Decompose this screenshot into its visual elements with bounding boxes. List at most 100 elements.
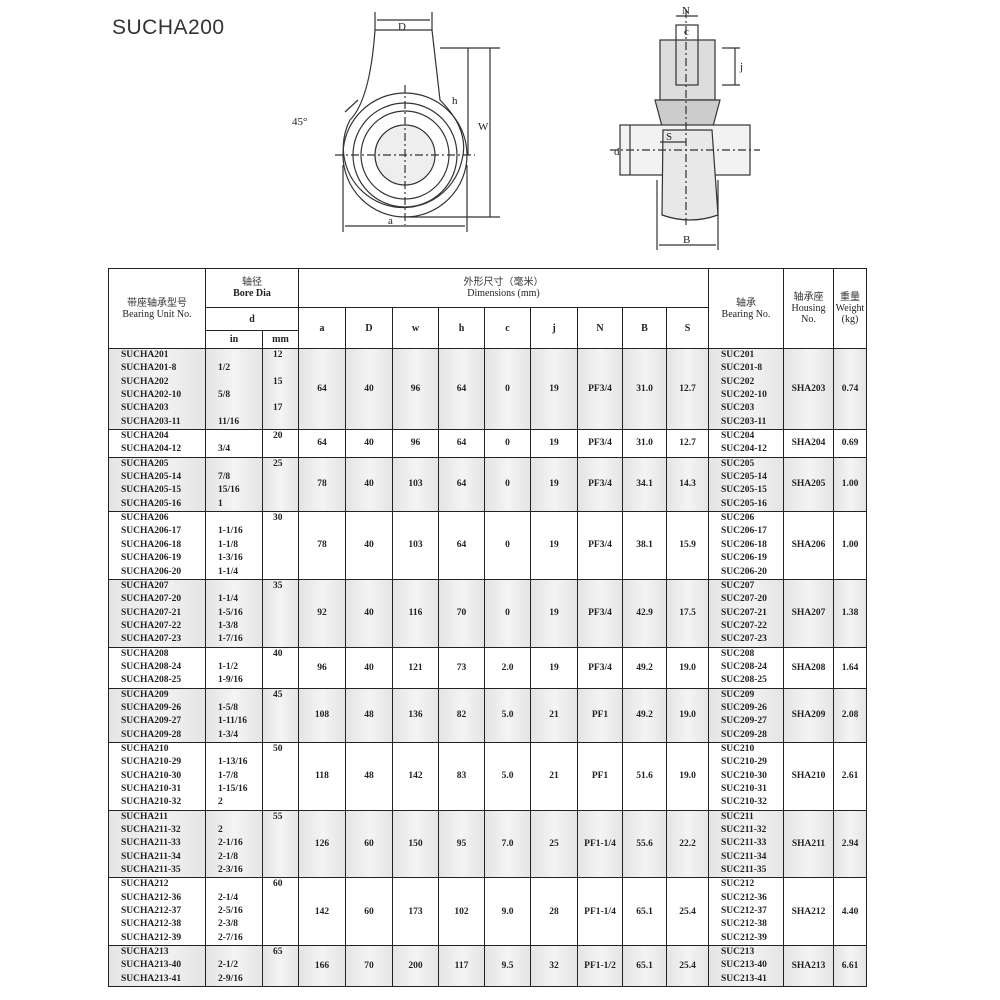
bearing-cell: SUC206 SUC206-17 SUC206-18 SUC206-19 SUC206-… — [708, 511, 784, 580]
dim-c: 0 — [484, 429, 531, 458]
label-a: a — [388, 215, 393, 227]
dim-h: 64 — [438, 347, 485, 431]
dim-c: 0 — [484, 347, 531, 431]
bearing-no: SUC205-14 — [721, 472, 767, 483]
bore-in: 2-1/16 — [218, 838, 243, 849]
dim-a: 78 — [298, 456, 346, 513]
unit-no: SUCHA201 — [121, 350, 169, 360]
bore-in — [218, 512, 262, 525]
bearing-no: SUC209-26 — [721, 702, 767, 713]
dim-S: 15.9 — [666, 511, 709, 580]
bore-in — [218, 743, 262, 756]
unit-no: SUCHA211 — [121, 811, 168, 822]
bearing-no: SUC211-32 — [721, 825, 767, 836]
dim-w: 96 — [392, 347, 439, 431]
bore-mm: 60 — [273, 879, 283, 890]
table-row: SUCHA209 SUCHA209-26 SUCHA209-27 SUCHA209-2… — [108, 687, 867, 743]
bore-in — [218, 349, 262, 362]
bore-in: 1-3/16 — [218, 553, 243, 564]
unit-no: SUCHA205 — [121, 458, 169, 469]
dim-a: 96 — [298, 646, 346, 689]
dim-a: 142 — [298, 877, 346, 947]
dim-S: 22.2 — [666, 809, 709, 879]
dim-c: 5.0 — [484, 687, 531, 743]
dim-N: PF3/4 — [577, 646, 623, 689]
bearing-no: SUC207 — [721, 580, 755, 591]
unit-no: SUCHA207-20 — [121, 594, 182, 605]
bearing-no: SUC213-41 — [721, 973, 767, 984]
dim-S: 17.5 — [666, 578, 709, 648]
dim-h: 117 — [438, 945, 485, 988]
unit-no: SUCHA205-16 — [121, 498, 182, 509]
unit-no: SUCHA206-20 — [121, 566, 182, 577]
header-dim-w: w — [392, 307, 439, 349]
bore-mm: 35 — [273, 580, 283, 591]
bore-mm — [273, 443, 298, 456]
bore-in — [218, 878, 262, 891]
bore-in — [218, 376, 262, 389]
bearing-no: SUC201-8 — [721, 363, 763, 374]
unit-no: SUCHA213-41 — [121, 973, 182, 984]
technical-drawings: D h W a 45° N c j S d B — [292, 5, 760, 250]
dim-j: 25 — [530, 809, 578, 879]
bearing-no: SUC208-25 — [721, 675, 767, 686]
weight: 2.08 — [833, 687, 867, 743]
mm-cell: 60 — [262, 877, 299, 947]
unit-no: SUCHA209-26 — [121, 702, 182, 713]
bearing-no: SUC210-30 — [721, 770, 767, 781]
bearing-cell: SUC201 SUC201-8 SUC202 SUC202-10 SUC203 SUC20… — [708, 347, 784, 431]
table-row: SUCHA207 SUCHA207-20 SUCHA207-21 SUCHA207-2… — [108, 578, 867, 648]
bearing-no: SUC211-33 — [721, 838, 767, 849]
mm-cell: 20 — [262, 429, 299, 458]
dim-c: 5.0 — [484, 741, 531, 811]
bore-mm — [273, 674, 298, 687]
dim-D: 70 — [345, 945, 393, 988]
dim-j: 19 — [530, 511, 578, 580]
unit-no: SUCHA210-30 — [121, 770, 182, 781]
bearing-no: SUC201 — [721, 350, 755, 360]
label-N: N — [682, 5, 690, 17]
dim-w: 173 — [392, 877, 439, 947]
bearing-cell: SUC210 SUC210-29 SUC210-30 SUC210-31 SUC210-… — [708, 741, 784, 811]
bore-mm — [273, 796, 298, 809]
weight: 2.61 — [833, 741, 867, 811]
unit-no: SUCHA206 — [121, 513, 169, 524]
dim-D: 40 — [345, 578, 393, 648]
unit-no: SUCHA210-32 — [121, 797, 182, 808]
bearing-no: SUC209-27 — [721, 716, 767, 727]
bearing-no: SUC210-31 — [721, 784, 767, 794]
dim-h: 95 — [438, 809, 485, 879]
unit-no: SUCHA210-31 — [121, 784, 182, 794]
header-bore-cn: 轴径 — [242, 277, 262, 288]
bore-in: 1-1/16 — [218, 526, 243, 537]
header-dim-D: D — [345, 307, 393, 349]
unit-no: SUCHA211-35 — [121, 865, 181, 876]
unit-cell: SUCHA209 SUCHA209-26 SUCHA209-27 SUCHA209-2… — [108, 687, 206, 743]
dim-B: 49.2 — [622, 687, 667, 743]
in-cell: 3/4 — [205, 429, 263, 458]
dim-w: 136 — [392, 687, 439, 743]
bore-mm — [273, 607, 298, 620]
bore-mm — [273, 959, 298, 972]
unit-cell: SUCHA212 SUCHA212-36 SUCHA212-37 SUCHA212-3… — [108, 877, 206, 947]
bore-mm — [273, 729, 298, 742]
header-dim-S: S — [666, 307, 709, 349]
bore-in — [218, 458, 262, 471]
label-S: S — [666, 131, 672, 143]
mm-cell: 12 15 17 — [262, 347, 299, 431]
dim-w: 121 — [392, 646, 439, 689]
dim-S: 25.4 — [666, 945, 709, 988]
mm-cell: 30 — [262, 511, 299, 580]
bearing-no: SUC206-20 — [721, 566, 767, 577]
page-title: SUCHA200 — [112, 16, 225, 39]
bore-mm: 65 — [273, 947, 283, 958]
dim-D: 40 — [345, 456, 393, 513]
bore-mm — [273, 471, 298, 484]
table-row: SUCHA206 SUCHA206-17 SUCHA206-18 SUCHA206-1… — [108, 511, 867, 580]
bearing-no: SUC206-18 — [721, 539, 767, 550]
in-cell: 1-5/8 1-11/16 1-3/4 — [205, 687, 263, 743]
in-cell: 1-1/4 1-5/16 1-3/8 1-7/16 — [205, 578, 263, 648]
dim-h: 82 — [438, 687, 485, 743]
dim-a: 108 — [298, 687, 346, 743]
bearing-no: SUC206-17 — [721, 526, 767, 537]
